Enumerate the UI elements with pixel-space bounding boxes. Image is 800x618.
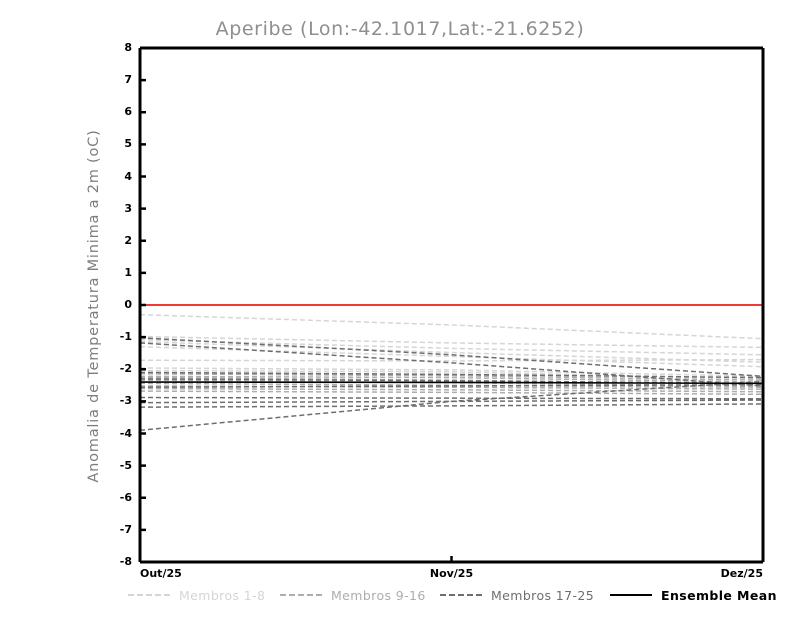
x-tick-label: Out/25	[140, 567, 182, 580]
series-line	[139, 313, 764, 340]
y-tick-label: 2	[124, 233, 132, 247]
legend-label: Membros 9-16	[331, 587, 426, 603]
legend-item[interactable]: Membros 9-16	[280, 586, 426, 604]
x-tick-label: Dez/25	[720, 567, 763, 580]
series-line	[139, 358, 764, 362]
series-line	[139, 396, 764, 400]
y-tick-label: -4	[119, 426, 132, 440]
y-tick-label: 4	[124, 169, 132, 183]
series-line	[139, 381, 764, 385]
legend-label: Membros 1-8	[179, 587, 266, 603]
y-tick-label: 3	[124, 201, 132, 215]
legend-label: Membros 17-25	[491, 587, 595, 603]
series-line	[139, 340, 764, 363]
series-line	[139, 338, 764, 356]
x-tick-label: Nov/25	[429, 567, 474, 580]
axis-ticks-layer	[138, 46, 765, 564]
y-tick-label: -6	[119, 490, 132, 504]
legend-swatch-icon	[440, 594, 482, 596]
series-line	[139, 342, 764, 387]
legend-item[interactable]: Membros 17-25	[440, 586, 594, 604]
series-line	[139, 380, 764, 432]
series-lines-layer	[139, 304, 764, 432]
y-tick-label: -7	[119, 522, 132, 536]
legend-label: Ensemble Mean	[661, 587, 777, 603]
y-tick-label: 6	[124, 105, 132, 119]
legend-swatch-icon	[610, 594, 652, 596]
legend-item[interactable]: Ensemble Mean	[610, 586, 777, 604]
y-tick-label: 5	[124, 137, 132, 151]
y-tick-label: -2	[119, 362, 132, 376]
chart-legend: Membros 1-8 Membros 9-16 Membros 17-25 Ense…	[120, 586, 780, 604]
legend-swatch-icon	[128, 594, 170, 596]
legend-swatch-icon	[280, 594, 322, 596]
y-tick-label: 8	[124, 41, 132, 54]
series-line	[139, 335, 764, 349]
page-title: Aperibe (Lon:-42.1017,Lat:-21.6252)	[215, 18, 585, 40]
legend-item[interactable]: Membros 1-8	[128, 586, 265, 604]
y-tick-label: -8	[119, 555, 132, 568]
y-tick-label: -5	[119, 458, 132, 472]
series-line	[139, 346, 764, 368]
y-tick-label: 0	[124, 298, 132, 311]
series-line	[139, 403, 764, 408]
series-line	[139, 337, 764, 378]
y-tick-label: -1	[119, 330, 132, 344]
y-tick-label: -3	[119, 394, 132, 408]
y-tick-label: 7	[124, 73, 132, 87]
y-tick-label: 1	[124, 265, 132, 279]
